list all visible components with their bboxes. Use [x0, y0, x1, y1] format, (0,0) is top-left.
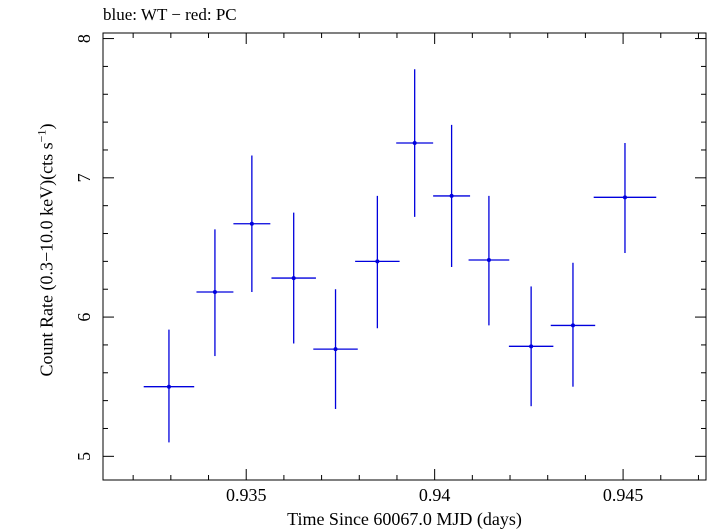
- data-point: [233, 155, 271, 293]
- x-tick-label: 0.935: [226, 485, 267, 505]
- data-point: [396, 69, 434, 217]
- y-axis-label-end: ): [36, 123, 57, 130]
- data-point: [468, 195, 510, 326]
- y-tick-label: 8: [74, 34, 94, 43]
- x-axis-label: Time Since 60067.0 MJD (days): [287, 509, 522, 529]
- y-axis-label-main: Count Rate (0.3−10.0 keV)(cts s: [36, 142, 57, 377]
- data-marker: [291, 276, 296, 281]
- data-marker: [375, 259, 380, 264]
- data-marker: [449, 193, 454, 198]
- data-point: [593, 143, 657, 254]
- data-point: [196, 229, 234, 357]
- plot-frame: [102, 32, 707, 481]
- chart-title: blue: WT − red: PC: [103, 5, 237, 24]
- data-marks: [143, 69, 657, 443]
- data-marker: [529, 344, 534, 349]
- x-tick-label: 0.945: [603, 485, 644, 505]
- y-axis-label-exponent: −1: [34, 129, 49, 143]
- axis-ticks: 0.935 0.94 0.945 5 6 7 8: [74, 33, 706, 505]
- data-point: [313, 289, 358, 409]
- y-axis-label: Count Rate (0.3−10.0 keV)(cts s−1): [35, 124, 58, 377]
- data-marker: [212, 290, 217, 295]
- data-marker: [570, 323, 575, 328]
- data-point: [433, 124, 471, 267]
- data-marker: [166, 384, 171, 389]
- y-tick-label: 6: [74, 313, 94, 322]
- data-marker: [622, 195, 627, 200]
- data-point: [271, 212, 316, 344]
- data-point: [355, 195, 400, 329]
- y-tick-label: 7: [74, 173, 94, 182]
- data-point: [550, 262, 596, 387]
- data-point: [143, 329, 195, 443]
- y-tick-label: 5: [74, 452, 94, 461]
- data-point: [508, 286, 554, 407]
- data-marker: [333, 347, 338, 352]
- data-marker: [486, 257, 491, 262]
- x-tick-label: 0.94: [419, 485, 451, 505]
- data-marker: [249, 221, 254, 226]
- data-marker: [412, 141, 417, 146]
